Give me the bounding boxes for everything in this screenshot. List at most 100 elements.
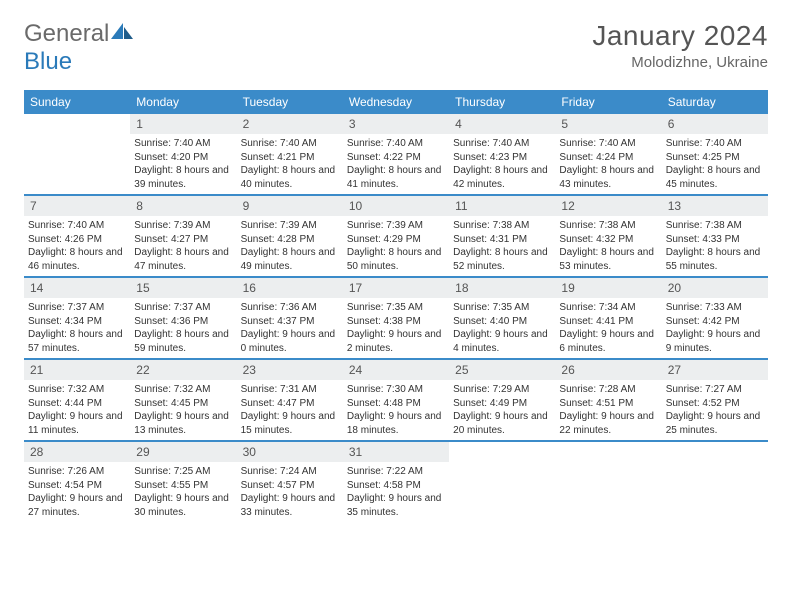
sunrise-text: Sunrise: 7:32 AM (134, 383, 232, 397)
sunset-text: Sunset: 4:47 PM (241, 397, 339, 411)
location-label: Molodizhne, Ukraine (592, 54, 768, 71)
sunrise-text: Sunrise: 7:26 AM (28, 465, 126, 479)
sunset-text: Sunset: 4:26 PM (28, 233, 126, 247)
day-cell: 2Sunrise: 7:40 AMSunset: 4:21 PMDaylight… (237, 114, 343, 194)
dow-saturday: Saturday (662, 90, 768, 114)
day-number: 12 (555, 196, 661, 216)
day-number: 6 (662, 114, 768, 134)
sunrise-text: Sunrise: 7:36 AM (241, 301, 339, 315)
day-cell: 3Sunrise: 7:40 AMSunset: 4:22 PMDaylight… (343, 114, 449, 194)
day-number: 2 (237, 114, 343, 134)
brand-logo: GeneralBlue (24, 20, 133, 76)
sunrise-text: Sunrise: 7:33 AM (666, 301, 764, 315)
day-cell: 16Sunrise: 7:36 AMSunset: 4:37 PMDayligh… (237, 278, 343, 358)
sunrise-text: Sunrise: 7:25 AM (134, 465, 232, 479)
sunset-text: Sunset: 4:38 PM (347, 315, 445, 329)
sunset-text: Sunset: 4:27 PM (134, 233, 232, 247)
dow-friday: Friday (555, 90, 661, 114)
calendar-page: GeneralBlue January 2024 Molodizhne, Ukr… (0, 0, 792, 542)
sunset-text: Sunset: 4:24 PM (559, 151, 657, 165)
day-body: Sunrise: 7:34 AMSunset: 4:41 PMDaylight:… (555, 298, 661, 358)
day-body: Sunrise: 7:35 AMSunset: 4:38 PMDaylight:… (343, 298, 449, 358)
sunrise-text: Sunrise: 7:39 AM (241, 219, 339, 233)
day-cell: 12Sunrise: 7:38 AMSunset: 4:32 PMDayligh… (555, 196, 661, 276)
day-body: Sunrise: 7:39 AMSunset: 4:29 PMDaylight:… (343, 216, 449, 276)
day-body: Sunrise: 7:28 AMSunset: 4:51 PMDaylight:… (555, 380, 661, 440)
sunrise-text: Sunrise: 7:38 AM (666, 219, 764, 233)
day-number: 14 (24, 278, 130, 298)
sunrise-text: Sunrise: 7:35 AM (453, 301, 551, 315)
sunset-text: Sunset: 4:29 PM (347, 233, 445, 247)
day-body: Sunrise: 7:40 AMSunset: 4:25 PMDaylight:… (662, 134, 768, 194)
day-cell: 24Sunrise: 7:30 AMSunset: 4:48 PMDayligh… (343, 360, 449, 440)
day-body: Sunrise: 7:32 AMSunset: 4:45 PMDaylight:… (130, 380, 236, 440)
brand-part1: General (24, 20, 109, 47)
day-body: Sunrise: 7:24 AMSunset: 4:57 PMDaylight:… (237, 462, 343, 522)
day-cell: 10Sunrise: 7:39 AMSunset: 4:29 PMDayligh… (343, 196, 449, 276)
day-number: 20 (662, 278, 768, 298)
day-cell: . (24, 114, 130, 194)
daylight-text: Daylight: 9 hours and 15 minutes. (241, 410, 339, 437)
sunset-text: Sunset: 4:41 PM (559, 315, 657, 329)
sunrise-text: Sunrise: 7:34 AM (559, 301, 657, 315)
daylight-text: Daylight: 8 hours and 57 minutes. (28, 328, 126, 355)
day-body: Sunrise: 7:35 AMSunset: 4:40 PMDaylight:… (449, 298, 555, 358)
day-body: Sunrise: 7:38 AMSunset: 4:32 PMDaylight:… (555, 216, 661, 276)
title-block: January 2024 Molodizhne, Ukraine (592, 20, 768, 71)
day-body: Sunrise: 7:39 AMSunset: 4:27 PMDaylight:… (130, 216, 236, 276)
dow-thursday: Thursday (449, 90, 555, 114)
day-number: 3 (343, 114, 449, 134)
sunset-text: Sunset: 4:48 PM (347, 397, 445, 411)
sunrise-text: Sunrise: 7:28 AM (559, 383, 657, 397)
day-body: Sunrise: 7:40 AMSunset: 4:22 PMDaylight:… (343, 134, 449, 194)
sunrise-text: Sunrise: 7:40 AM (347, 137, 445, 151)
daylight-text: Daylight: 8 hours and 50 minutes. (347, 246, 445, 273)
sunrise-text: Sunrise: 7:37 AM (28, 301, 126, 315)
sunrise-text: Sunrise: 7:31 AM (241, 383, 339, 397)
sunset-text: Sunset: 4:28 PM (241, 233, 339, 247)
day-cell: 31Sunrise: 7:22 AMSunset: 4:58 PMDayligh… (343, 442, 449, 522)
daylight-text: Daylight: 8 hours and 39 minutes. (134, 164, 232, 191)
day-body: Sunrise: 7:25 AMSunset: 4:55 PMDaylight:… (130, 462, 236, 522)
sunset-text: Sunset: 4:36 PM (134, 315, 232, 329)
day-body: Sunrise: 7:37 AMSunset: 4:34 PMDaylight:… (24, 298, 130, 358)
daylight-text: Daylight: 9 hours and 22 minutes. (559, 410, 657, 437)
day-cell: 5Sunrise: 7:40 AMSunset: 4:24 PMDaylight… (555, 114, 661, 194)
sunset-text: Sunset: 4:44 PM (28, 397, 126, 411)
daylight-text: Daylight: 9 hours and 27 minutes. (28, 492, 126, 519)
sunset-text: Sunset: 4:23 PM (453, 151, 551, 165)
daylight-text: Daylight: 9 hours and 30 minutes. (134, 492, 232, 519)
day-number: 5 (555, 114, 661, 134)
brand-sail-icon (111, 23, 133, 41)
sunrise-text: Sunrise: 7:37 AM (134, 301, 232, 315)
day-cell: 23Sunrise: 7:31 AMSunset: 4:47 PMDayligh… (237, 360, 343, 440)
day-body: Sunrise: 7:30 AMSunset: 4:48 PMDaylight:… (343, 380, 449, 440)
day-number: 11 (449, 196, 555, 216)
sunrise-text: Sunrise: 7:32 AM (28, 383, 126, 397)
day-number: 1 (130, 114, 236, 134)
day-number: 30 (237, 442, 343, 462)
daylight-text: Daylight: 9 hours and 25 minutes. (666, 410, 764, 437)
page-header: GeneralBlue January 2024 Molodizhne, Ukr… (24, 20, 768, 76)
day-number: 13 (662, 196, 768, 216)
daylight-text: Daylight: 8 hours and 52 minutes. (453, 246, 551, 273)
day-cell: 11Sunrise: 7:38 AMSunset: 4:31 PMDayligh… (449, 196, 555, 276)
day-body: Sunrise: 7:39 AMSunset: 4:28 PMDaylight:… (237, 216, 343, 276)
daylight-text: Daylight: 8 hours and 49 minutes. (241, 246, 339, 273)
day-number: 23 (237, 360, 343, 380)
sunset-text: Sunset: 4:21 PM (241, 151, 339, 165)
weeks-container: .1Sunrise: 7:40 AMSunset: 4:20 PMDayligh… (24, 114, 768, 522)
week-row: .1Sunrise: 7:40 AMSunset: 4:20 PMDayligh… (24, 114, 768, 196)
day-cell: 22Sunrise: 7:32 AMSunset: 4:45 PMDayligh… (130, 360, 236, 440)
day-number: 31 (343, 442, 449, 462)
day-cell: . (449, 442, 555, 522)
sunrise-text: Sunrise: 7:24 AM (241, 465, 339, 479)
daylight-text: Daylight: 9 hours and 13 minutes. (134, 410, 232, 437)
sunset-text: Sunset: 4:25 PM (666, 151, 764, 165)
daylight-text: Daylight: 9 hours and 35 minutes. (347, 492, 445, 519)
day-body: Sunrise: 7:31 AMSunset: 4:47 PMDaylight:… (237, 380, 343, 440)
daylight-text: Daylight: 8 hours and 43 minutes. (559, 164, 657, 191)
day-cell: 28Sunrise: 7:26 AMSunset: 4:54 PMDayligh… (24, 442, 130, 522)
sunrise-text: Sunrise: 7:38 AM (453, 219, 551, 233)
day-number: 26 (555, 360, 661, 380)
